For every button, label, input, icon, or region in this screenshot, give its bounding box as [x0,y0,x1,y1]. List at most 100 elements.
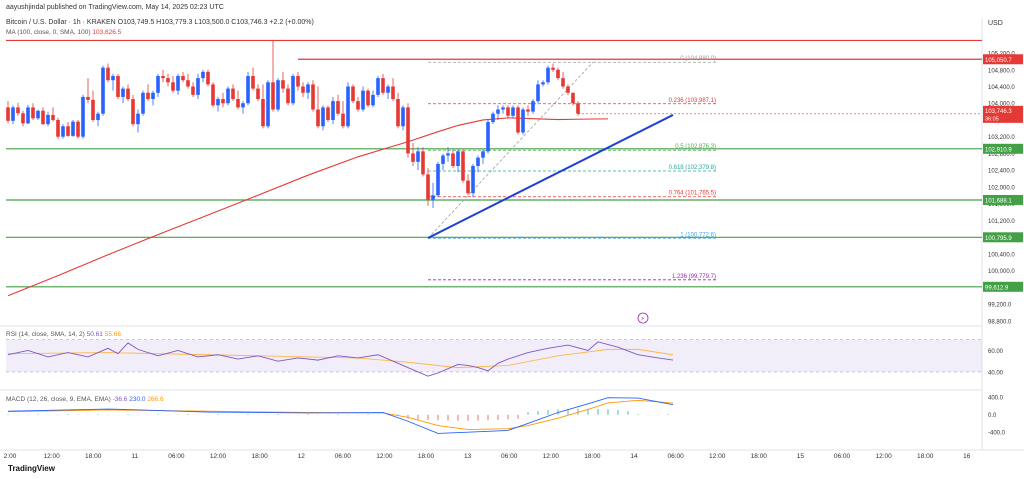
candle-body [566,86,570,93]
x-axis-label: 18:00 [917,453,934,460]
candle-body [221,99,225,104]
x-axis-label: 16 [963,453,971,460]
currency-label: USD [988,20,1003,27]
candle-body [466,180,470,194]
fib-level-label: 0.764 (101,765.5) [669,191,716,197]
rsi-tick-label: 40.00 [988,370,1004,376]
candle-body [56,119,60,137]
price-tick-label: 101,600.0 [988,202,1015,208]
fib-diagonal [427,61,594,239]
candle-body [341,113,345,127]
candle-body [331,101,335,120]
macd-value: 230.0 [129,396,146,403]
candle-body [261,99,265,127]
candle-body [456,151,460,166]
replay-icon-glyph: ⚡ [641,316,645,323]
candle-body [576,103,580,114]
fib-level-label: 1 (100,772.6) [680,232,716,238]
candle-body [426,174,430,200]
candle-body [371,94,375,106]
macd-tick-label: -400.0 [988,431,1006,437]
price-tick-label: 98,800.0 [988,319,1012,325]
x-axis-label: 12:00 [709,453,726,460]
candle-body [401,107,405,127]
ma-legend[interactable]: MA (100, close, 0, SMA, 100) 103,626.5 [6,29,121,36]
candle-body [441,155,445,164]
rsi-band [6,339,982,372]
candle-body [556,69,560,79]
candle-body [391,86,395,100]
x-axis-label: 13 [464,453,472,460]
price-tick-label: 102,000.0 [988,185,1015,191]
candle-body [66,126,70,136]
candle-body [121,88,125,97]
candle-body [276,80,280,110]
candle-body [471,165,475,194]
x-axis-label: 11 [131,453,138,460]
current-price-label: 103,746.3 [985,109,1012,115]
macd-signal-value: 266.6 [147,396,164,403]
candle-body [106,67,110,81]
candle-body [231,88,235,100]
candle-body [386,86,390,93]
candle-body [6,107,10,121]
candle-body [421,151,425,175]
macd-legend[interactable]: MACD (12, 26, close, 9, EMA, EMA) -36.6 … [6,396,164,403]
price-tick-label: 99,200.0 [988,303,1012,309]
tradingview-logo: TradingView [8,464,55,473]
candle-body [176,76,180,91]
rsi-legend[interactable]: RSI (14, close, SMA, 14, 2) 50.61 55.66 [6,331,121,338]
x-axis-label: 18:00 [751,453,768,460]
candle-body [291,76,295,104]
price-tick-label: 100,000.0 [988,269,1015,275]
candle-body [171,82,175,91]
macd-hist-value: -36.6 [112,396,128,403]
candle-body [531,101,535,112]
candle-body [161,76,165,79]
candle-body [191,86,195,95]
candle-body [561,78,565,87]
candle-body [86,96,90,100]
candle-body [156,76,160,93]
candle-body [96,113,100,120]
candle-body [416,151,420,162]
candle-body [506,107,510,116]
candle-body [551,67,555,70]
candle-body [206,71,210,85]
x-axis-label: 12:00 [376,453,393,460]
candle-body [141,92,145,114]
candle-body [256,88,260,100]
price-level-badge-label: 102,910.9 [985,147,1012,153]
macd-label: MACD (12, 26, close, 9, EMA, EMA) [6,396,111,403]
price-level-badge [983,143,1023,154]
candle-body [186,80,190,87]
x-axis-label: 18:00 [584,453,601,460]
candle-body [461,151,465,181]
candle-body [41,110,45,125]
candle-body [496,109,500,114]
rsi-value: 50.61 [86,331,103,338]
x-axis-label: 06:00 [335,453,352,460]
candle-body [351,86,355,102]
candle-body [166,78,170,83]
candle-body [396,99,400,127]
support-trendline [427,114,674,239]
candle-body [356,101,360,110]
candle-body [136,113,140,125]
candle-body [326,107,330,120]
candle-body [336,101,340,114]
candle-body [546,67,550,83]
candle-body [201,71,205,79]
candle-body [306,84,310,93]
price-level-badge [983,194,1023,205]
candle-body [181,76,185,81]
candle-body [476,157,480,166]
candle-body [431,195,435,200]
candle-body [411,153,415,162]
price-level-badge-label: 100,795.9 [985,236,1012,242]
rsi-sma-value: 55.66 [104,331,121,338]
x-axis-label: 18:00 [251,453,268,460]
candle-body [146,92,150,100]
candle-body [376,78,380,95]
